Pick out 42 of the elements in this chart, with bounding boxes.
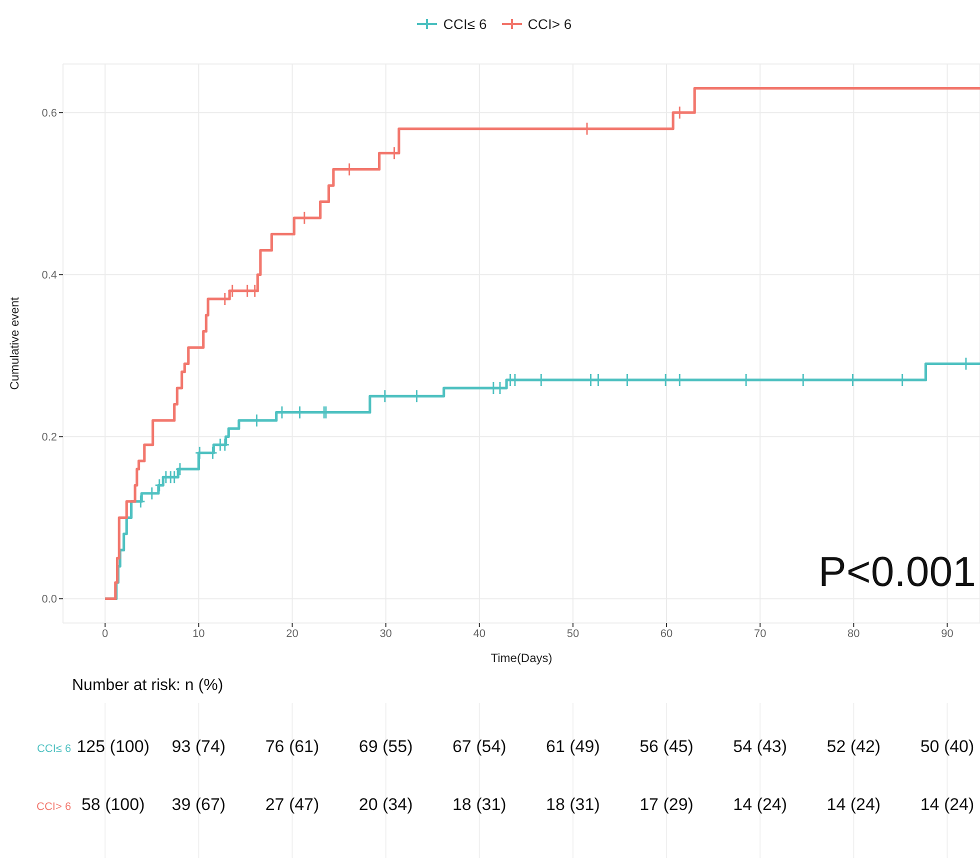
text: CCI≤ 6 bbox=[36, 743, 72, 755]
text: 14 (24) bbox=[826, 795, 881, 814]
x-tick-label: 30 bbox=[380, 628, 392, 640]
text: 61 (49) bbox=[546, 737, 600, 756]
x-tick-label: 80 bbox=[848, 628, 860, 640]
text: 50 (40) bbox=[920, 737, 974, 756]
text: 14 (24) bbox=[920, 795, 974, 814]
x-tick-label: 70 bbox=[754, 628, 766, 640]
annotation: P<0.001 bbox=[818, 548, 976, 596]
legend-label: CCI≤ 6 bbox=[443, 16, 487, 32]
text: 56 (45) bbox=[640, 737, 694, 756]
text: 39 (67) bbox=[172, 795, 226, 814]
y-tick-label: 0.0 bbox=[42, 594, 57, 606]
y-tick-label: 0.4 bbox=[42, 270, 57, 282]
text: 54 (43) bbox=[733, 737, 788, 756]
x-tick-label: 40 bbox=[473, 628, 486, 640]
y-axis-title: Cumulative event bbox=[7, 296, 22, 390]
text: 52 (42) bbox=[826, 737, 881, 756]
x-tick-label: 50 bbox=[566, 628, 580, 640]
text: 27 (47) bbox=[265, 795, 320, 814]
text: 20 (34) bbox=[358, 795, 413, 814]
text: CCI> 6 bbox=[36, 801, 72, 813]
x-axis-title: Time(Days) bbox=[490, 651, 552, 665]
text: 76 (61) bbox=[265, 737, 320, 756]
text: Number at risk: n (%) bbox=[72, 677, 224, 694]
legend-label: CCI> 6 bbox=[528, 16, 572, 32]
text: 69 (55) bbox=[358, 737, 413, 756]
x-tick-label: 0 bbox=[102, 628, 108, 640]
x-tick-label: 10 bbox=[192, 628, 205, 640]
text: 93 (74) bbox=[172, 737, 226, 756]
x-tick-label: 20 bbox=[286, 628, 298, 640]
text: 58 (100) bbox=[81, 795, 145, 814]
text: 18 (31) bbox=[546, 795, 600, 814]
y-tick-label: 0.6 bbox=[42, 108, 57, 120]
text: 125 (100) bbox=[76, 737, 150, 756]
text: 18 (31) bbox=[452, 795, 506, 814]
y-tick-label: 0.2 bbox=[42, 432, 57, 444]
x-tick-label: 90 bbox=[941, 628, 954, 640]
x-tick-label: 60 bbox=[660, 628, 673, 640]
text: 67 (54) bbox=[452, 737, 506, 756]
text: 14 (24) bbox=[733, 795, 788, 814]
text: 17 (29) bbox=[640, 795, 694, 814]
